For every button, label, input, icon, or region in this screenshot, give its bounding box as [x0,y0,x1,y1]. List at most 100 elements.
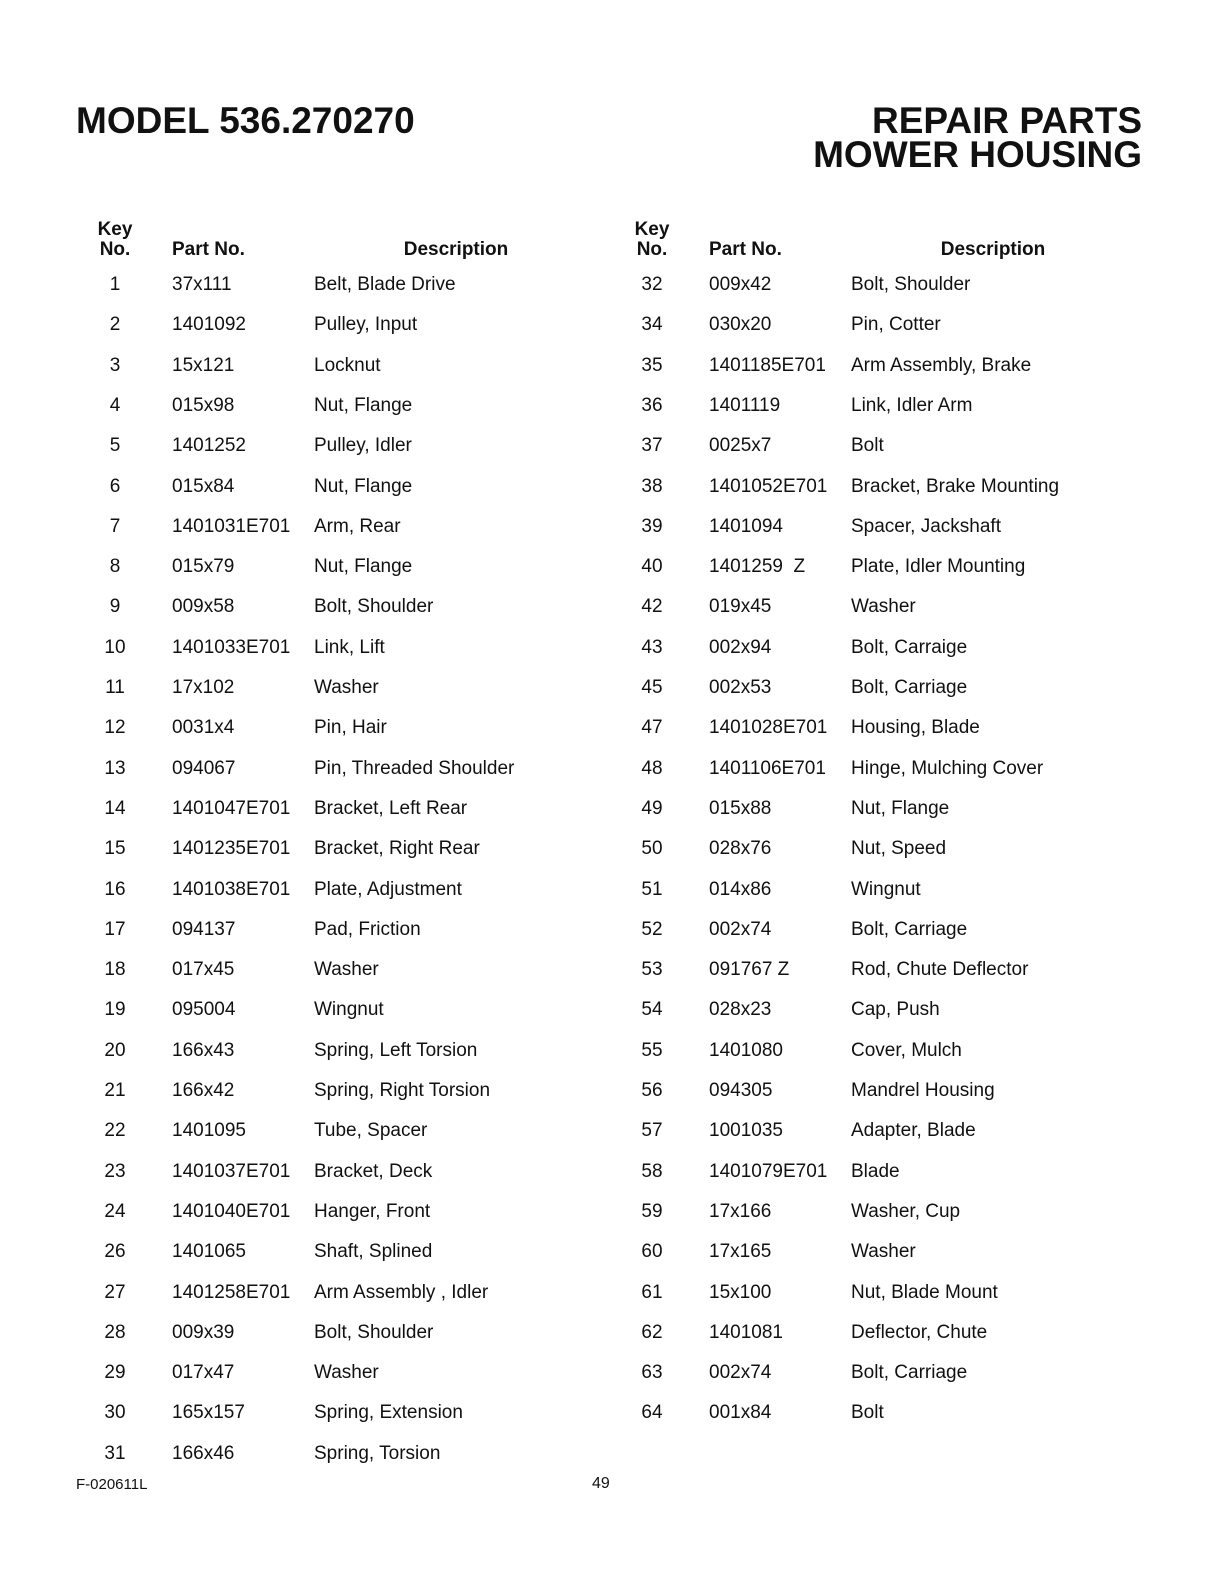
section-title-line1: REPAIR PARTS [872,100,1142,141]
key-number: 5 [109,435,121,457]
model-title: MODEL 536.270270 [76,100,415,141]
key-number: 20 [104,1039,126,1061]
key-number: 61 [641,1281,663,1303]
description: Pulley, Input [314,314,418,336]
key-number: 29 [104,1362,126,1384]
description: Bracket, Deck [314,1160,433,1182]
part-number: 17x166 [709,1200,772,1222]
part-number: 009x42 [709,274,772,295]
part-number: 1401031E701 [172,515,291,537]
key-number: 15 [104,838,126,860]
part-number: 1401080 [709,1039,783,1061]
part-number: 028x76 [709,838,772,860]
description: Spring, Right Torsion [314,1080,491,1101]
part-number: 015x84 [172,475,235,497]
part-number: 15x100 [709,1281,772,1303]
part-number: 1401106E701 [709,757,826,779]
key-number: 6 [109,475,121,497]
key-number: 52 [641,918,663,940]
key-header-line2: No. [636,239,668,260]
key-number: 36 [641,394,663,416]
description: Nut, Speed [851,838,947,860]
description: Blade [851,1160,900,1182]
key-number: 60 [641,1241,663,1263]
description: Link, Idler Arm [851,394,973,416]
part-number: 017x45 [172,959,235,981]
description: Deflector, Chute [851,1321,988,1343]
part-number: 165x157 [172,1402,245,1424]
key-number: 63 [641,1362,663,1384]
left-part-header: Part No. [172,239,245,260]
part-number: 166x43 [172,1039,235,1061]
key-number: 17 [104,918,126,940]
part-number: 1401252 [172,435,246,457]
key-number: 16 [104,878,126,900]
description: Washer, Cup [851,1200,961,1222]
description: Bracket, Brake Mounting [851,475,1060,497]
key-number: 19 [104,999,126,1021]
part-number: 091767 Z [709,959,790,981]
key-number: 59 [641,1200,663,1222]
left-key-header: Key No. [85,220,145,260]
part-number: 1401037E701 [172,1160,291,1182]
part-number: 166x42 [172,1080,235,1101]
part-number: 1401185E701 [709,354,826,376]
part-number: 17x165 [709,1241,772,1263]
part-number: 1401038E701 [172,878,291,900]
description: Bracket, Left Rear [314,797,468,819]
key-number: 13 [104,757,126,779]
part-number: 1401092 [172,314,246,336]
right-description-header: Description [940,239,1046,260]
key-number: 9 [109,596,121,618]
key-number: 12 [104,717,126,739]
description: Bolt, Carraige [851,636,968,658]
key-number: 28 [104,1321,126,1343]
description: Washer [851,1241,916,1263]
description: Belt, Blade Drive [314,274,456,295]
description: Bolt, Carriage [851,1362,968,1384]
key-number: 62 [641,1321,663,1343]
key-number: 42 [641,596,663,618]
description: Nut, Blade Mount [851,1281,998,1303]
description: Pin, Threaded Shoulder [314,757,515,779]
key-number: 49 [641,797,663,819]
key-header-line1: Key [97,219,133,240]
part-number: 1401047E701 [172,797,291,819]
part-number: 028x23 [709,999,772,1021]
description: Cap, Push [851,999,940,1021]
key-number: 45 [641,677,663,698]
description: Spring, Left Torsion [314,1039,478,1061]
description: Arm Assembly , Idler [314,1281,489,1303]
description: Housing, Blade [851,717,980,739]
description: Bolt, Shoulder [851,274,971,295]
key-number: 38 [641,475,663,497]
key-header-line2: No. [99,239,131,260]
description: Spring, Extension [314,1402,463,1424]
key-number: 34 [641,314,663,336]
key-number: 26 [104,1241,126,1263]
key-number: 35 [641,354,663,376]
part-number: 094305 [709,1080,773,1101]
part-number: 1401094 [709,515,783,537]
description: Pulley, Idler [314,435,412,457]
description: Washer [314,959,379,981]
key-number: 21 [104,1080,126,1101]
key-number: 57 [641,1120,663,1142]
description: Rod, Chute Deflector [851,959,1029,981]
part-number: 019x45 [709,596,772,618]
key-number: 8 [109,556,121,578]
description: Washer [314,677,379,698]
description: Link, Lift [314,636,385,658]
description: Washer [851,596,916,618]
part-number: 001x84 [709,1402,772,1424]
key-number: 64 [641,1402,663,1424]
description: Wingnut [314,999,384,1021]
part-number: 1401095 [172,1120,246,1142]
part-number: 1401235E701 [172,838,291,860]
description: Pin, Hair [314,717,387,739]
description: Nut, Flange [314,556,413,578]
key-number: 43 [641,636,663,658]
key-number: 22 [104,1120,126,1142]
description: Arm Assembly, Brake [851,354,1032,376]
part-number: 002x74 [709,918,772,940]
